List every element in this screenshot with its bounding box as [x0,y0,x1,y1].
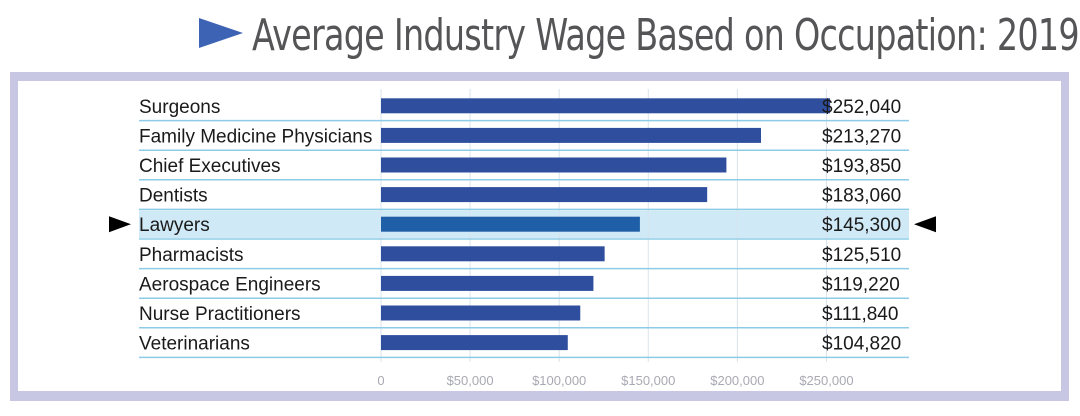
category-label: Surgeons [139,97,220,118]
x-tick-label: 0 [377,373,384,388]
bar-nurse-practitioners [381,305,581,321]
category-labels: Surgeons Family Medicine Physicians Chief … [139,97,372,355]
value-label: $111,840 [822,304,898,325]
bar-lawyers [381,216,640,232]
x-tick-label: $100,000 [532,373,586,388]
value-label: $183,060 [822,186,901,207]
value-label: $125,510 [822,245,901,266]
x-tick-label: $200,000 [710,373,764,388]
value-label: $193,850 [822,156,901,177]
value-label: $119,220 [822,274,900,295]
right-marker-icon [914,216,936,233]
bar-veterinarians [381,335,568,351]
value-label: $213,270 [822,126,901,147]
row-lines [139,119,909,359]
title-arrow-icon [199,18,243,48]
x-axis-ticks: 0 $50,000 $100,000 $150,000 $200,000 $250,000 [377,373,853,388]
category-label: Family Medicine Physicians [139,126,372,147]
value-label: $104,820 [822,334,901,355]
value-labels: $252,040 $213,270 $193,850 $183,060 $145,300… [822,97,901,355]
bar-chief-executives [381,157,727,173]
bar-dentists [381,187,708,203]
chart-title: Average Industry Wage Based on Occupatio… [252,10,1080,61]
bar-surgeons [381,98,831,114]
x-tick-label: $150,000 [621,373,675,388]
category-label: Lawyers [139,215,210,236]
category-label: Nurse Practitioners [139,304,301,325]
category-label: Pharmacists [139,245,244,266]
category-label: Veterinarians [139,334,250,355]
category-label: Aerospace Engineers [139,274,321,295]
bar-family-medicine-physicians [381,127,762,143]
value-label: $145,300 [822,215,901,236]
left-marker-icon [109,216,131,233]
bars [381,98,831,351]
category-label: Dentists [139,186,208,207]
x-tick-label: $250,000 [799,373,853,388]
category-label: Chief Executives [139,156,281,177]
bar-aerospace-engineers [381,275,594,291]
highlight-markers [109,216,936,233]
value-label: $252,040 [822,97,901,118]
x-tick-label: $50,000 [447,373,494,388]
title-bar: Average Industry Wage Based on Occupatio… [0,0,1080,74]
bar-pharmacists [381,246,605,262]
